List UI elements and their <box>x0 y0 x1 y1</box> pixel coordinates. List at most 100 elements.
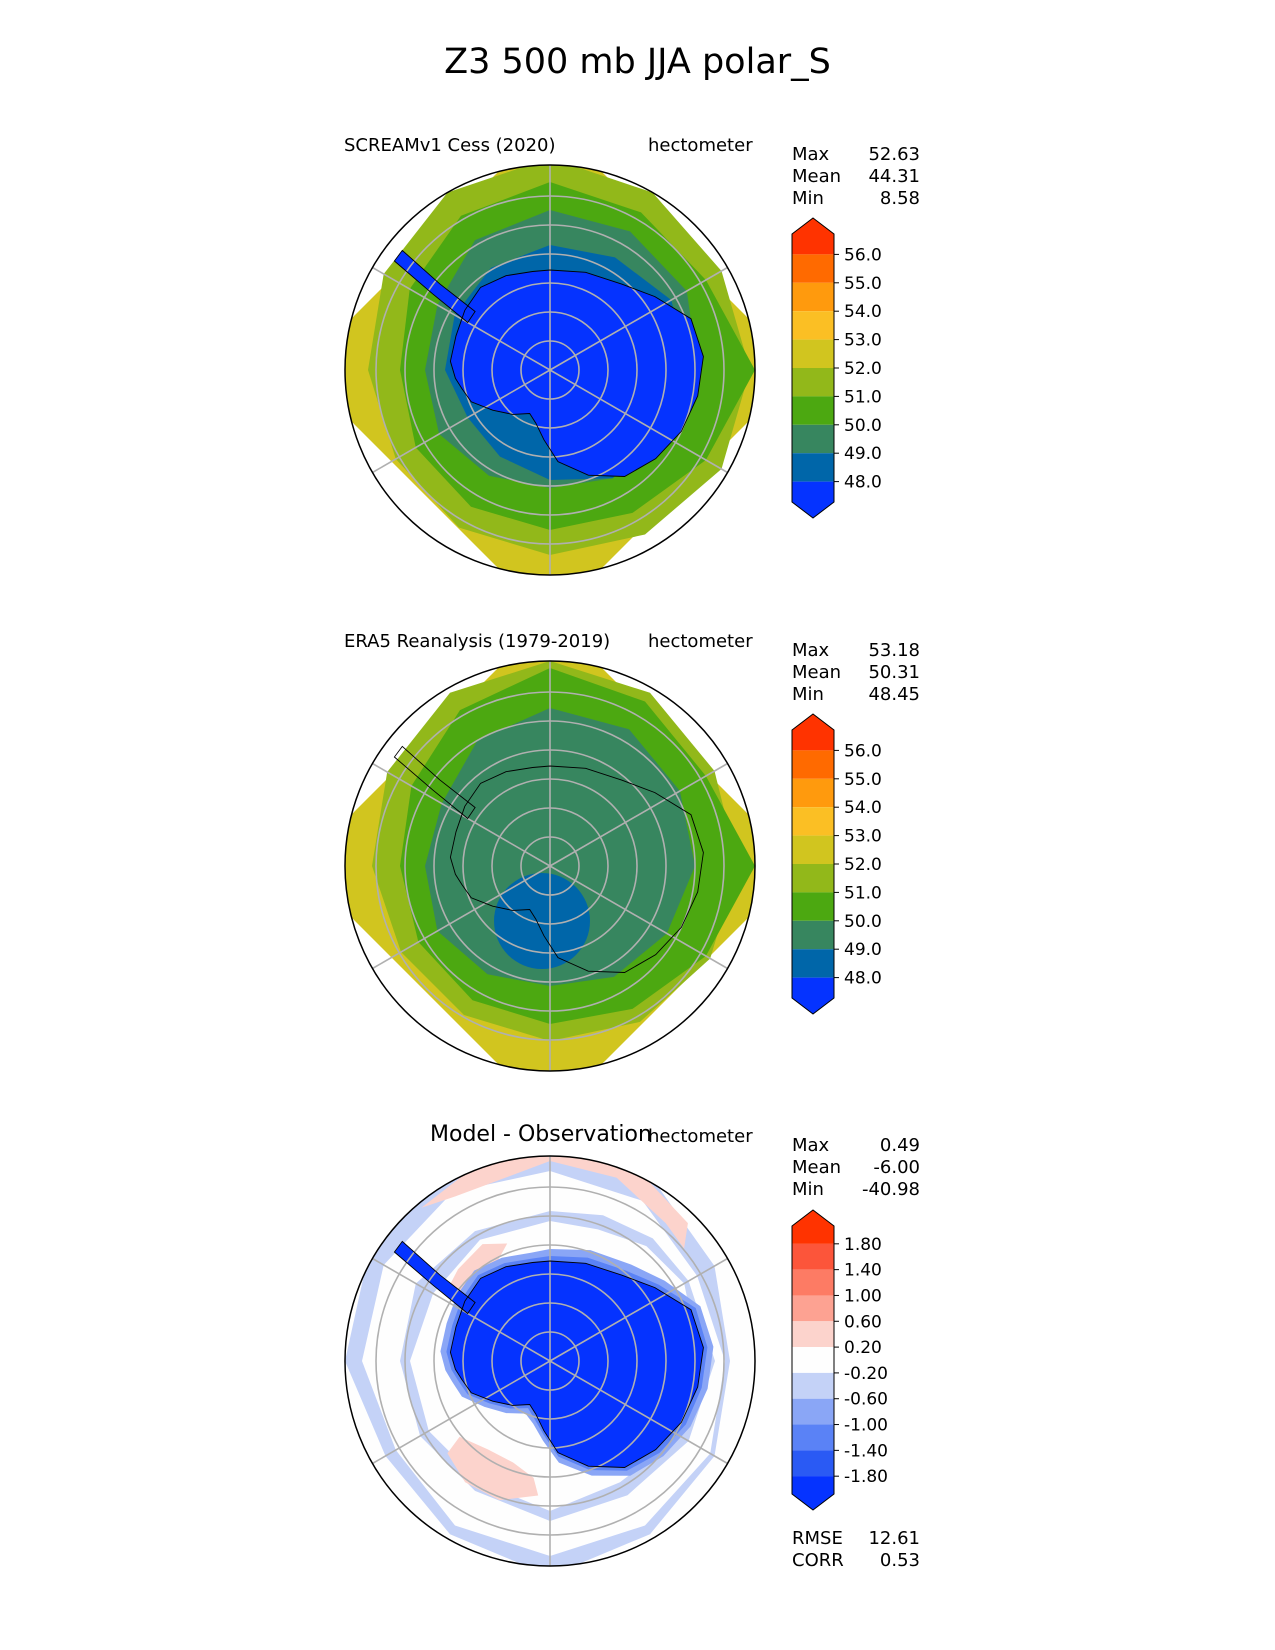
colorbar-segment <box>792 1210 834 1244</box>
meridian-line <box>372 369 551 474</box>
colorbar-segment <box>792 1321 834 1348</box>
map-boundary <box>344 164 756 576</box>
stat-min: 8.58 <box>879 188 920 209</box>
colorbar-tick-label: 56.0 <box>844 245 882 265</box>
colorbar-tick-label: 55.0 <box>844 770 882 790</box>
stat-label: Max <box>792 640 830 661</box>
colorbar-tick-label: 54.0 <box>844 302 882 322</box>
map-boundary <box>344 1155 756 1567</box>
colorbar-tick-label: 0.60 <box>844 1312 882 1332</box>
panel3-metrics: RMSE 12.61 CORR 0.53 <box>792 1528 920 1572</box>
stat-label: Min <box>792 1179 824 1200</box>
stat-max: 52.63 <box>868 144 920 165</box>
colorbar-segment <box>792 835 834 864</box>
graticule <box>372 1156 728 1566</box>
panel2-title: ERA5 Reanalysis (1979-2019) <box>344 631 611 652</box>
colorbar-tick-label: -1.80 <box>844 1467 888 1487</box>
colorbar-segment <box>792 920 834 950</box>
colorbar-tick-label: 48.0 <box>844 473 882 493</box>
colorbar-outline <box>791 217 835 519</box>
panel2-units: hectometer <box>648 631 753 652</box>
map-boundary <box>344 660 756 1072</box>
metric-rmse: 12.61 <box>868 1528 920 1549</box>
figure-title: Z3 500 mb JJA polar_S <box>444 42 831 82</box>
coastline <box>449 269 704 477</box>
panel3-units: hectometer <box>648 1126 753 1147</box>
colorbar-segment <box>792 453 834 482</box>
stat-label: Min <box>792 684 824 705</box>
colorbar-tick-label: -0.20 <box>844 1364 888 1384</box>
graticule <box>372 165 728 575</box>
stat-min: 48.45 <box>868 684 920 705</box>
stat-max: 53.18 <box>868 640 920 661</box>
metric-label: CORR <box>792 1550 844 1571</box>
colorbar-tick-label: 50.0 <box>844 912 882 932</box>
colorbar-segment <box>792 1269 834 1296</box>
stat-label: Min <box>792 188 824 209</box>
coastline <box>449 1260 704 1468</box>
panel1-colorbar: 48.0 49.0 50.0 51.0 52.0 53.0 54.0 55.0 56.0 <box>791 217 882 519</box>
band-49 <box>494 873 590 969</box>
colorbar-tick-label: 1.80 <box>844 1235 882 1255</box>
colorbar-tick-label: -1.00 <box>844 1416 888 1436</box>
band-48 <box>450 270 704 477</box>
coastline <box>449 765 704 973</box>
stat-label: Max <box>792 1135 830 1156</box>
colorbar-segment <box>792 311 834 340</box>
colorbar-tick-label: 52.0 <box>844 359 882 379</box>
colorbar-tick-label: 51.0 <box>844 387 882 407</box>
colorbar-tick-label: 1.00 <box>844 1286 882 1306</box>
stat-label: Max <box>792 144 830 165</box>
panel3-stats: Max 0.49 Mean -6.00 Min -40.98 <box>792 1135 920 1201</box>
colorbar-tick-label: 53.0 <box>844 331 882 351</box>
colorbar-segment <box>792 807 834 836</box>
meridian-line <box>549 1257 728 1362</box>
stat-mean: -6.00 <box>873 1157 920 1178</box>
colorbar-tick-label: 49.0 <box>844 444 882 464</box>
stat-mean: 50.31 <box>868 662 920 683</box>
meridian-line <box>549 369 728 474</box>
colorbar-outline <box>791 1209 835 1511</box>
colorbar-segment <box>792 396 834 425</box>
colorbar-tick-label: 52.0 <box>844 855 882 875</box>
colorbar-tick-label: 1.40 <box>844 1261 882 1281</box>
metric-corr: 0.53 <box>879 1550 920 1571</box>
colorbar-segment <box>792 714 834 751</box>
colorbar-segment <box>792 1347 834 1373</box>
panel3-colorbar: -1.80 -1.40 -1.00 -0.60 -0.20 0.20 0.60 1.00 1.4… <box>791 1209 888 1511</box>
meridian-line <box>549 1360 728 1465</box>
panel2-stats: Max 53.18 Mean 50.31 Min 48.45 <box>792 640 920 706</box>
panel3-title: Model - Observation <box>430 1122 652 1147</box>
stat-mean: 44.31 <box>868 166 920 187</box>
colorbar-segment <box>792 481 834 518</box>
colorbar-tick-label: 0.20 <box>844 1338 882 1358</box>
meridian-line <box>372 1257 551 1362</box>
colorbar-segment <box>792 892 834 921</box>
colorbar-tick-label: 55.0 <box>844 274 882 294</box>
panel1-title: SCREAMv1 Cess (2020) <box>344 135 556 156</box>
stat-max: 0.49 <box>879 1135 920 1156</box>
colorbar-tick-label: -0.60 <box>844 1390 888 1410</box>
meridian-line <box>372 865 551 970</box>
colorbar-segment <box>792 778 834 808</box>
colorbar-tick-label: -1.40 <box>844 1441 888 1461</box>
meridian-line <box>372 266 551 371</box>
colorbar-tick-label: 48.0 <box>844 969 882 989</box>
colorbar-segment <box>792 254 834 283</box>
colorbar-segment <box>792 218 834 255</box>
panel2-colorbar: 48.0 49.0 50.0 51.0 52.0 53.0 54.0 55.0 56.0 <box>791 713 882 1015</box>
meridian-line <box>549 762 728 867</box>
colorbar-tick-label: 56.0 <box>844 741 882 761</box>
meridian-line <box>372 1360 551 1465</box>
colorbar-tick-label: 53.0 <box>844 827 882 847</box>
colorbar-segment <box>792 1295 834 1322</box>
colorbar-tick-label: 50.0 <box>844 416 882 436</box>
coastline <box>393 1240 476 1315</box>
meridian-line <box>549 865 728 970</box>
panel1-units: hectometer <box>648 135 753 156</box>
panel1-stats: Max 52.63 Mean 44.31 Min 8.58 <box>792 144 920 210</box>
colorbar-segment <box>792 1476 834 1510</box>
